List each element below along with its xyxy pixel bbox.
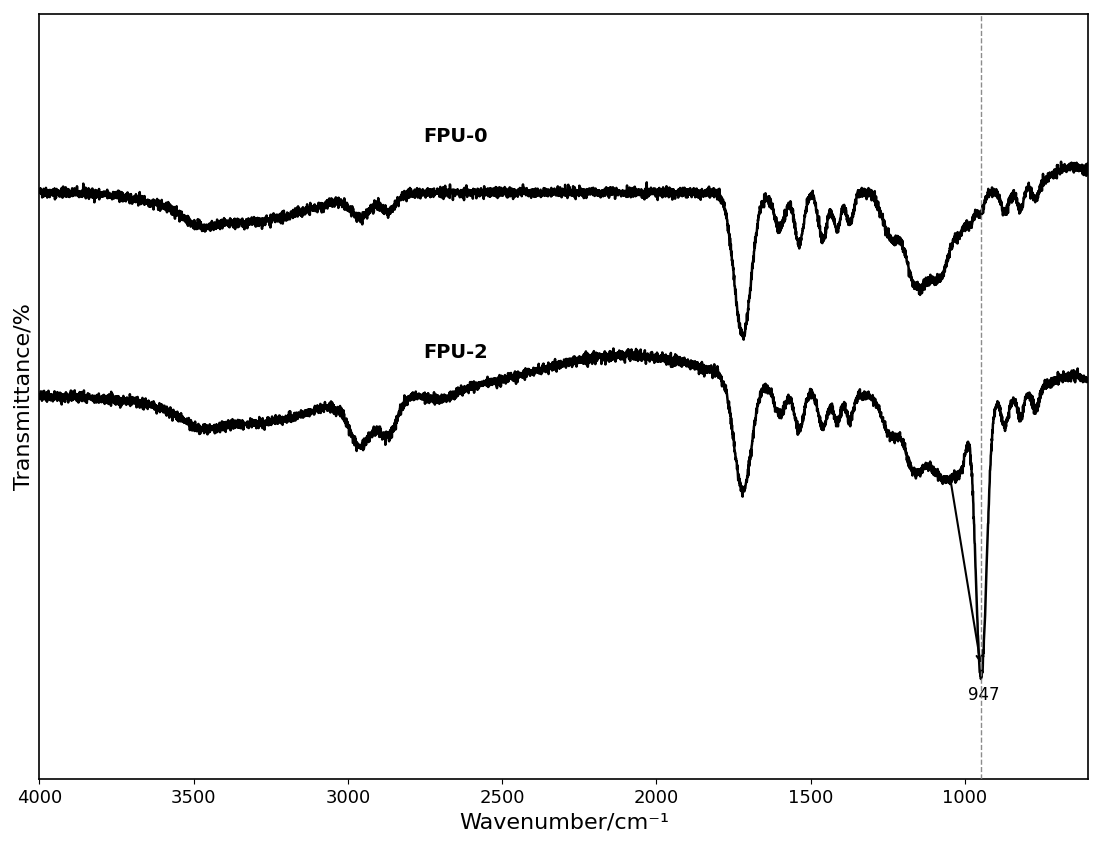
Text: FPU-0: FPU-0 <box>423 127 488 146</box>
X-axis label: Wavenumber/cm⁻¹: Wavenumber/cm⁻¹ <box>458 812 669 832</box>
Text: FPU-2: FPU-2 <box>423 343 488 362</box>
Text: 947: 947 <box>968 686 1000 705</box>
Y-axis label: Transmittance/%: Transmittance/% <box>14 303 34 490</box>
